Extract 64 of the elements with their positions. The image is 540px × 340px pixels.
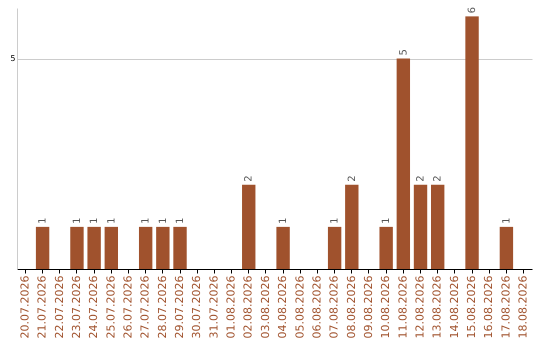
bar [87, 226, 101, 269]
x-tick-label: 15.08.2026 [465, 276, 478, 338]
x-tick-label: 03.08.2026 [258, 276, 272, 338]
data-label: 1 [72, 218, 83, 224]
data-label: 2 [244, 175, 255, 182]
x-tick-label: 10.08.2026 [379, 276, 392, 338]
data-label: 1 [158, 218, 169, 224]
x-tick-label: 04.08.2026 [276, 276, 290, 338]
data-label: 1 [38, 218, 49, 224]
bar [156, 226, 170, 269]
x-tick-label: 27.07.2026 [138, 276, 152, 338]
x-tick-label: 06.08.2026 [310, 276, 324, 338]
bar [465, 16, 479, 269]
bar [414, 184, 428, 269]
bar [500, 226, 514, 269]
x-tick-label: 23.07.2026 [70, 276, 83, 338]
x-tick-label: 17.08.2026 [499, 276, 512, 338]
data-label: 5 [398, 49, 410, 56]
x-tick-label: 24.07.2026 [87, 276, 100, 338]
x-tick-label: 20.07.2026 [18, 276, 32, 338]
x-tick-label: 16.08.2026 [482, 276, 496, 338]
x-tick-label: 14.08.2026 [448, 276, 461, 338]
data-label: 1 [381, 218, 392, 224]
bar [138, 226, 152, 269]
bar [36, 226, 50, 269]
bar [379, 226, 393, 269]
data-label: 2 [416, 175, 427, 182]
bar [328, 226, 342, 269]
x-tick-label: 26.07.2026 [121, 276, 134, 338]
x-tick-label: 13.08.2026 [430, 276, 444, 338]
data-label: 1 [330, 218, 341, 224]
x-tick-label: 30.07.2026 [190, 276, 204, 338]
x-tick-label: 28.07.2026 [156, 276, 169, 338]
data-label: 2 [432, 175, 444, 182]
x-tick-label: 31.07.2026 [207, 276, 220, 338]
bar [430, 184, 444, 269]
x-tick-label: 09.08.2026 [362, 276, 375, 338]
x-tick-label: 12.08.2026 [414, 276, 427, 338]
data-label: 6 [467, 7, 478, 14]
x-tick-label: 21.07.2026 [36, 276, 49, 338]
x-tick-label: 01.08.2026 [224, 276, 238, 338]
bar [345, 184, 358, 269]
data-label: 1 [175, 218, 186, 224]
x-tick-label: 18.08.2026 [516, 276, 530, 338]
bar [396, 58, 410, 269]
data-label: 1 [501, 218, 512, 224]
x-tick-label: 22.07.2026 [52, 276, 66, 338]
x-tick-label: 29.07.2026 [173, 276, 186, 338]
bar [173, 226, 187, 269]
data-label: 1 [278, 218, 290, 224]
data-label: 2 [346, 175, 358, 182]
x-tick-label: 08.08.2026 [344, 276, 358, 338]
x-tick-label: 05.08.2026 [293, 276, 306, 338]
bar [276, 226, 290, 269]
bar [104, 226, 118, 269]
x-tick-label: 02.08.2026 [242, 276, 255, 338]
x-tick-label: 11.08.2026 [396, 276, 410, 338]
data-label: 1 [106, 218, 118, 224]
data-label: 1 [89, 218, 100, 224]
x-tick-label: 07.08.2026 [328, 276, 341, 338]
bar [70, 226, 84, 269]
bar [242, 184, 256, 269]
x-tick-label: 25.07.2026 [104, 276, 118, 338]
data-label: 1 [140, 218, 152, 224]
